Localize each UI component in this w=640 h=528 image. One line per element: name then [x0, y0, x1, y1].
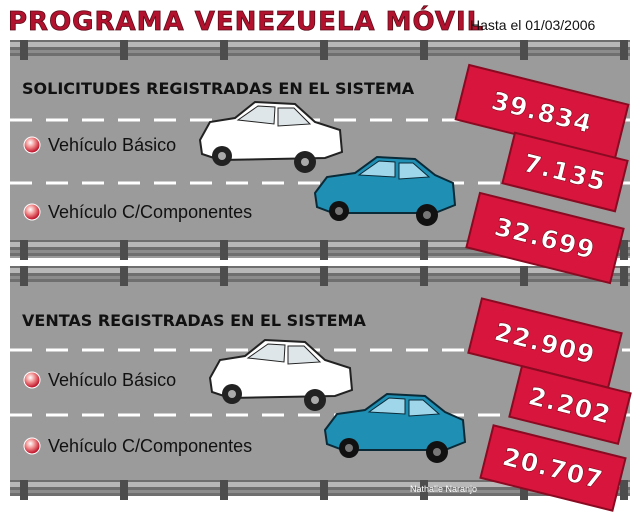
title: PROGRAMA VENEZUELA MÓVIL — [8, 5, 484, 37]
item-label: Vehículo C/Componentes — [48, 436, 252, 456]
sign: 2.202 — [508, 365, 632, 445]
item-label: Vehículo C/Componentes — [48, 202, 252, 222]
date: Hasta el 01/03/2006 — [470, 17, 596, 33]
section-heading: VENTAS REGISTRADAS EN EL SISTEMA — [22, 311, 366, 330]
sign: 7.135 — [501, 131, 629, 213]
sign: 39.834 — [454, 63, 630, 161]
sign: 32.699 — [465, 191, 625, 285]
sign: 20.707 — [479, 424, 627, 512]
sign: 22.909 — [467, 297, 623, 389]
bullet — [23, 371, 41, 389]
bullet — [23, 203, 41, 221]
credit: Nathalie Naranjo — [410, 484, 477, 494]
bullet — [23, 136, 41, 154]
item-label: Vehículo Básico — [48, 135, 176, 155]
section-heading: SOLICITUDES REGISTRADAS EN EL SISTEMA — [22, 79, 415, 98]
item-label: Vehículo Básico — [48, 370, 176, 390]
bullet — [23, 437, 41, 455]
